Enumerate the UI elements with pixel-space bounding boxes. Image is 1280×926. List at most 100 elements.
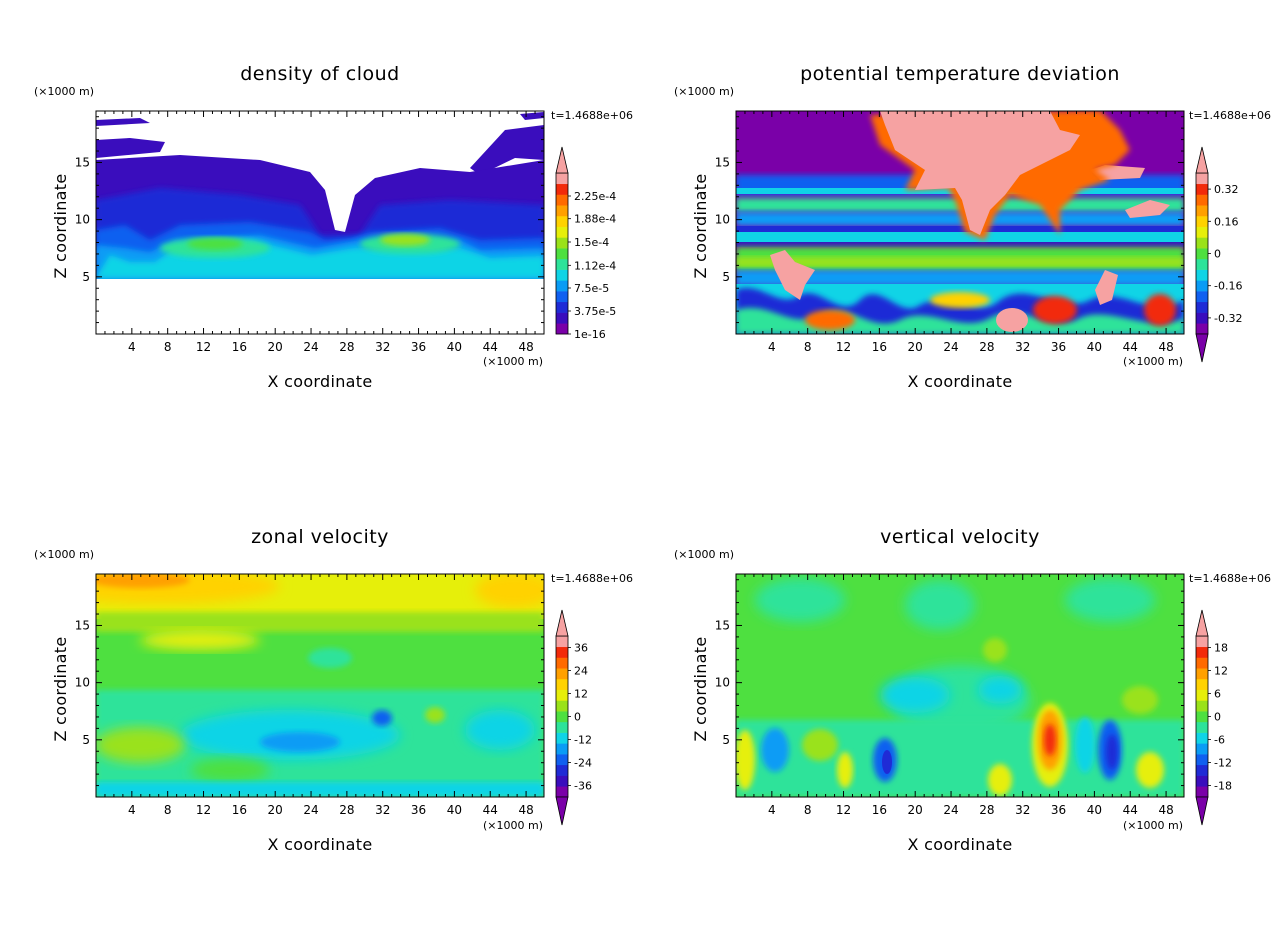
- colorbar: 0.32 0.16 0 -0.16 -0.32: [1195, 146, 1242, 363]
- colorbar-segment: [1196, 689, 1208, 701]
- x-tick-label: 32: [375, 803, 390, 817]
- x-tick-label: 48: [518, 803, 533, 817]
- colorbar-segment: [556, 754, 568, 766]
- x-tick-label: 36: [1051, 803, 1066, 817]
- colorbar-segment: [556, 291, 568, 303]
- colorbar-tick-label: 0.16: [1214, 215, 1239, 228]
- colorbar-tick-label: 18: [1214, 642, 1228, 655]
- colorbar-tick-label: -24: [574, 757, 592, 770]
- x-tick-label: 32: [1015, 340, 1030, 354]
- x-tick-label: 24: [303, 803, 318, 817]
- colorbar-tick-label: 12: [574, 688, 588, 701]
- panel-title: zonal velocity: [251, 526, 389, 548]
- colorbar-segment: [556, 721, 568, 733]
- colorbar-tick-label: -18: [1214, 780, 1232, 793]
- x-unit-label: (×1000 m): [483, 355, 543, 368]
- colorbar-tick-label: 0: [1214, 711, 1221, 724]
- colorbar-segment: [1196, 323, 1208, 335]
- colorbar-segment: [556, 700, 568, 712]
- x-tick-label: 24: [303, 340, 318, 354]
- colorbar-max-arrow: [555, 609, 569, 637]
- colorbar-tick-label: 1.12e-4: [574, 259, 616, 272]
- x-tick-label: 4: [768, 803, 776, 817]
- colorbar-tick-label: -12: [1214, 757, 1232, 770]
- x-tick-label: 32: [1015, 803, 1030, 817]
- colorbar-segment: [556, 636, 568, 648]
- x-tick-label: 20: [268, 803, 283, 817]
- colorbar-tick-label: -0.32: [1214, 312, 1242, 325]
- colorbar-tick-label: -6: [1214, 734, 1225, 747]
- x-tick-label: 44: [483, 340, 498, 354]
- colorbar-segment: [556, 711, 568, 723]
- field-density-of-cloud: [96, 111, 544, 334]
- y-unit-label: (×1000 m): [674, 548, 734, 561]
- colorbar-segment: [1196, 183, 1208, 195]
- y-tick-label: 5: [82, 733, 90, 747]
- x-tick-label: 12: [836, 340, 851, 354]
- colorbar-segment: [556, 678, 568, 690]
- field-vertical-velocity: [736, 574, 1184, 797]
- x-tick-label: 28: [979, 803, 994, 817]
- colorbar-segment: [556, 646, 568, 658]
- x-tick-label: 12: [196, 803, 211, 817]
- x-tick-label: 24: [943, 340, 958, 354]
- x-tick-label: 40: [447, 803, 462, 817]
- colorbar-tick-label: 1.5e-4: [574, 236, 609, 249]
- colorbar-segment: [556, 312, 568, 324]
- x-tick-label: 36: [1051, 340, 1066, 354]
- x-tick-label: 44: [1123, 340, 1138, 354]
- colorbar-segment: [1196, 301, 1208, 313]
- colorbar-segment: [1196, 194, 1208, 206]
- y-tick-label: 5: [722, 733, 730, 747]
- x-tick-label: 8: [164, 340, 172, 354]
- x-tick-label: 8: [804, 340, 812, 354]
- colorbar-segment: [556, 173, 568, 185]
- colorbar-segment: [1196, 258, 1208, 270]
- y-tick-label: 5: [82, 270, 90, 284]
- y-tick-label: 5: [722, 270, 730, 284]
- y-unit-label: (×1000 m): [674, 85, 734, 98]
- x-unit-label: (×1000 m): [1123, 819, 1183, 832]
- colorbar-segment: [1196, 721, 1208, 733]
- colorbar-tick-label: 12: [1214, 665, 1228, 678]
- colorbar-segment: [1196, 732, 1208, 744]
- colorbar-tick-label: 1e-16: [574, 328, 606, 341]
- colorbar-tick-label: 2.25e-4: [574, 190, 616, 203]
- colorbar-segment: [1196, 248, 1208, 260]
- x-tick-label: 36: [411, 340, 426, 354]
- x-tick-label: 48: [1158, 340, 1173, 354]
- colorbar-segment: [556, 301, 568, 313]
- colorbar-tick-label: 36: [574, 642, 588, 655]
- colorbar-segment: [1196, 237, 1208, 249]
- x-tick-label: 24: [943, 803, 958, 817]
- colorbar-segment: [1196, 173, 1208, 185]
- colorbar-segment: [1196, 291, 1208, 303]
- colorbar-segment: [556, 657, 568, 669]
- colorbar-segment: [1196, 205, 1208, 217]
- colorbar: 18 12 6 0 -6 -12 -18: [1195, 609, 1232, 826]
- colorbar-segment: [556, 205, 568, 217]
- colorbar-segment: [556, 732, 568, 744]
- x-tick-label: 4: [128, 340, 136, 354]
- colorbar-segment: [1196, 743, 1208, 755]
- x-tick-label: 4: [128, 803, 136, 817]
- colorbar-segment: [1196, 786, 1208, 798]
- colorbar-tick-label: 0.32: [1214, 183, 1239, 196]
- x-tick-label: 16: [872, 803, 887, 817]
- colorbar: 2.25e-4 1.88e-4 1.5e-4 1.12e-4 7.5e-5 3.75e-5…: [555, 146, 616, 341]
- x-axis-label: X coordinate: [268, 372, 373, 391]
- x-tick-label: 12: [196, 340, 211, 354]
- colorbar-segment: [1196, 269, 1208, 281]
- time-label: t=1.4688e+06: [1189, 572, 1271, 585]
- colorbar-segment: [556, 786, 568, 798]
- colorbar-segment: [1196, 226, 1208, 238]
- x-tick-label: 40: [1087, 803, 1102, 817]
- colorbar-segment: [556, 743, 568, 755]
- x-tick-label: 44: [1123, 803, 1138, 817]
